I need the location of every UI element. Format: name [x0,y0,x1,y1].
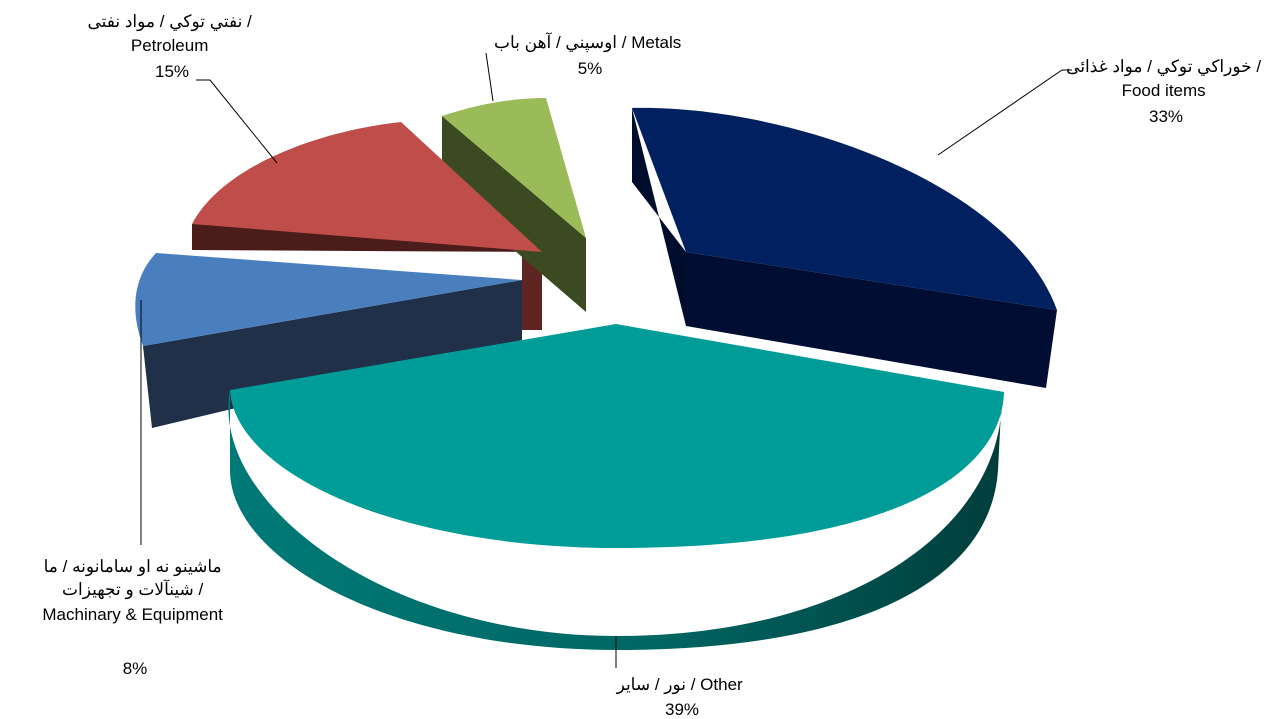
slice-food-side-front [686,252,1057,388]
label-petroleum-line-2: Petroleum [131,36,208,55]
slice-petroleum [192,122,542,252]
label-metals: اوسپني / آهن باب / Metals 5% [494,31,686,78]
label-petroleum-line-1: نفتي توکي / مواد نفتی / [87,12,252,32]
label-other-line-1: نور / سایر / Other [616,675,743,695]
leader-line-food [937,69,1072,156]
label-machinery-line-1: ماشینو نه او سامانونه / ما [44,557,222,577]
slice-food-side-left [632,108,686,326]
label-machinery: ماشینو نه او سامانونه / ما شینآلات و تجه… [42,557,227,678]
label-metals-pct: 5% [578,59,603,78]
label-food-line-1: خوراکي توکي / مواد غذائی / [1066,57,1261,77]
label-food-line-2: Food items [1122,81,1206,100]
label-food-pct: 33% [1149,107,1183,126]
label-petroleum: نفتي توکي / مواد نفتی / Petroleum 15% [87,12,256,81]
label-petroleum-pct: 15% [155,62,189,81]
label-machinery-pct: 8% [123,659,148,678]
slice-machinery [135,253,522,346]
leader-lines [140,52,1072,668]
slice-metals-side [442,116,586,312]
label-metals-line-1: اوسپني / آهن باب / Metals [494,31,681,53]
leader-line-metals [485,52,494,102]
label-machinery-line-3: Machinary & Equipment [42,605,223,624]
slice-tops [135,98,1057,548]
label-machinery-line-2: شینآلات و تجهیزات / [62,578,204,600]
data-labels: خوراکي توکي / مواد غذائی / Food items 33… [42,12,1266,719]
label-food: خوراکي توکي / مواد غذائی / Food items 33… [1066,57,1266,126]
leader-line-petroleum [196,79,278,164]
label-other: نور / سایر / Other 39% [616,675,748,719]
slice-food [632,107,1057,310]
label-other-pct: 39% [665,700,699,719]
slice-metals [442,98,586,238]
slice-other [230,324,1004,548]
